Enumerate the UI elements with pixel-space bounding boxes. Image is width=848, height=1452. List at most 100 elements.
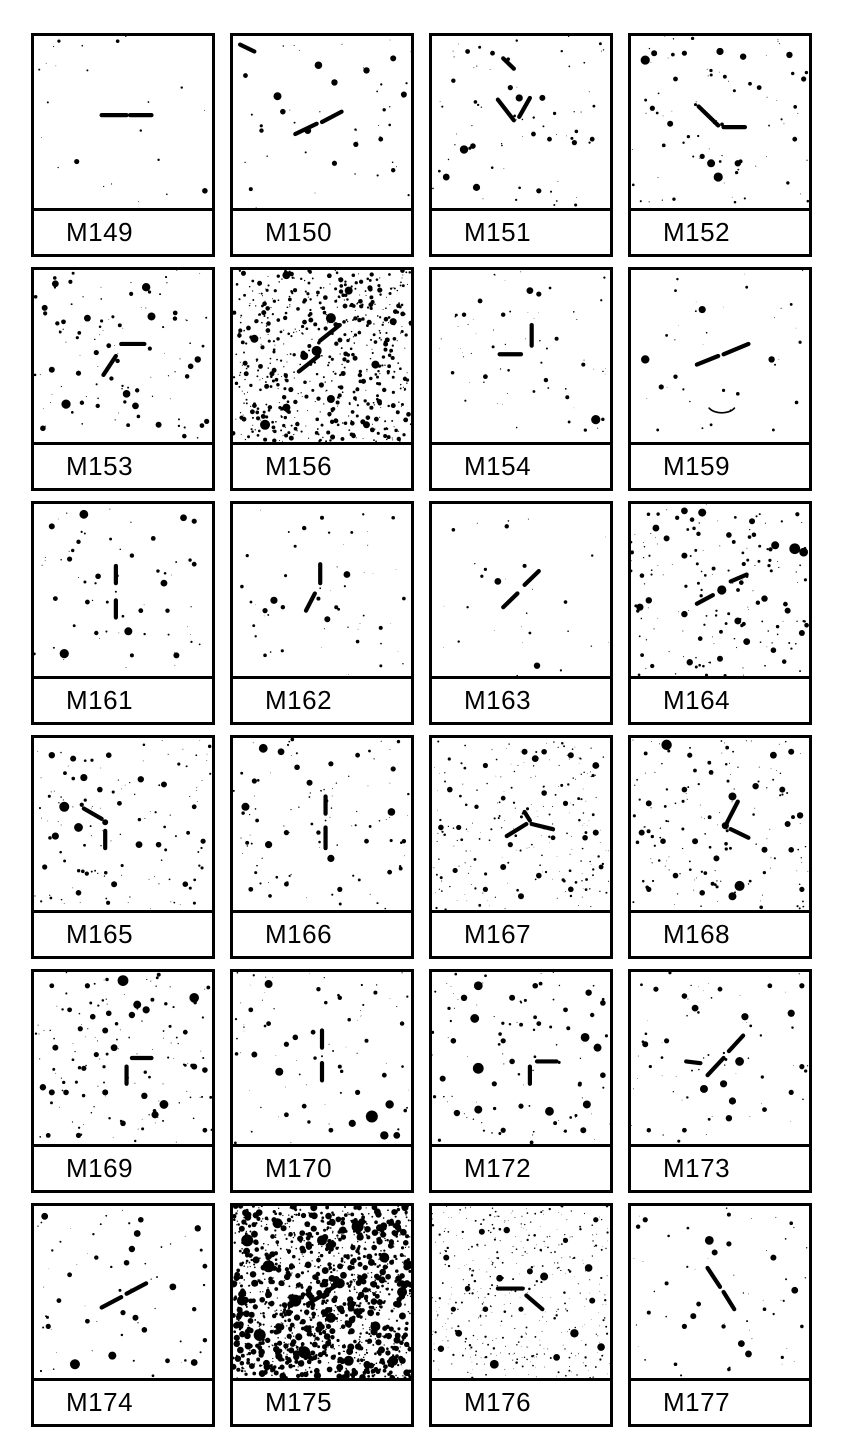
star-field: [432, 738, 610, 910]
star-field-canvas: [631, 270, 809, 442]
panel-label-box: M177: [631, 1378, 809, 1424]
panel-M159: M159: [628, 267, 812, 491]
panel-M161: M161: [31, 501, 215, 725]
panel-M156: M156: [230, 267, 414, 491]
panel-label: M159: [663, 451, 731, 481]
panel-label: M167: [464, 919, 532, 949]
panel-label-box: M172: [432, 1144, 610, 1190]
panel-label-box: M166: [233, 910, 411, 956]
star-field-canvas: [631, 972, 809, 1144]
star-field-canvas: [631, 1206, 809, 1378]
star-field-canvas: [233, 36, 411, 208]
panel-label-box: M170: [233, 1144, 411, 1190]
panel-label: M163: [464, 685, 532, 715]
star-field-canvas: [34, 1206, 212, 1378]
panel-label-box: M150: [233, 208, 411, 254]
panel-label-box: M156: [233, 442, 411, 488]
star-field: [631, 1206, 809, 1378]
star-field-canvas: [34, 36, 212, 208]
panel-label-box: M174: [34, 1378, 212, 1424]
panel-M173: M173: [628, 969, 812, 1193]
star-field: [34, 738, 212, 910]
star-field: [233, 504, 411, 676]
panel-M151: M151: [429, 33, 613, 257]
panel-label-box: M151: [432, 208, 610, 254]
panel-M167: M167: [429, 735, 613, 959]
star-field-canvas: [233, 972, 411, 1144]
star-field-canvas: [631, 504, 809, 676]
panel-label: M168: [663, 919, 731, 949]
star-field: [233, 1206, 411, 1378]
star-field: [233, 270, 411, 442]
panel-label-box: M169: [34, 1144, 212, 1190]
star-field-canvas: [34, 504, 212, 676]
panel-label-box: M165: [34, 910, 212, 956]
star-field-canvas: [34, 738, 212, 910]
panel-M152: M152: [628, 33, 812, 257]
panel-M149: M149: [31, 33, 215, 257]
panel-M172: M172: [429, 969, 613, 1193]
star-field-canvas: [233, 1206, 411, 1378]
panel-label: M154: [464, 451, 532, 481]
star-field-canvas: [631, 36, 809, 208]
panel-label-box: M167: [432, 910, 610, 956]
star-field-canvas: [233, 504, 411, 676]
panel-label-box: M168: [631, 910, 809, 956]
panel-M153: M153: [31, 267, 215, 491]
panel-label-box: M159: [631, 442, 809, 488]
panel-M162: M162: [230, 501, 414, 725]
star-field-canvas: [432, 504, 610, 676]
panel-M163: M163: [429, 501, 613, 725]
star-field: [34, 270, 212, 442]
star-field: [34, 972, 212, 1144]
panel-label-box: M153: [34, 442, 212, 488]
panel-label: M176: [464, 1387, 532, 1417]
star-field-canvas: [233, 738, 411, 910]
star-field: [631, 504, 809, 676]
star-field-canvas: [432, 1206, 610, 1378]
star-field: [432, 270, 610, 442]
panel-label: M156: [265, 451, 333, 481]
star-field-canvas: [432, 972, 610, 1144]
star-field-canvas: [432, 738, 610, 910]
panel-label-box: M173: [631, 1144, 809, 1190]
panel-label: M153: [66, 451, 134, 481]
star-field-canvas: [631, 738, 809, 910]
panel-M169: M169: [31, 969, 215, 1193]
star-field: [432, 1206, 610, 1378]
panel-label: M169: [66, 1153, 134, 1183]
star-field-canvas: [432, 36, 610, 208]
panel-label: M150: [265, 217, 333, 247]
star-field: [432, 972, 610, 1144]
panel-label: M172: [464, 1153, 532, 1183]
star-field: [631, 270, 809, 442]
star-field: [233, 36, 411, 208]
panel-label: M174: [66, 1387, 134, 1417]
panel-M164: M164: [628, 501, 812, 725]
panel-M176: M176: [429, 1203, 613, 1427]
star-field: [631, 738, 809, 910]
star-field: [432, 36, 610, 208]
panel-label-box: M162: [233, 676, 411, 722]
panel-label: M149: [66, 217, 134, 247]
star-field: [34, 1206, 212, 1378]
panel-label: M162: [265, 685, 333, 715]
star-field: [233, 972, 411, 1144]
panel-M170: M170: [230, 969, 414, 1193]
panel-label-box: M176: [432, 1378, 610, 1424]
panel-label: M164: [663, 685, 731, 715]
panel-label-box: M164: [631, 676, 809, 722]
panel-label-box: M149: [34, 208, 212, 254]
panel-label: M177: [663, 1387, 731, 1417]
star-field: [432, 504, 610, 676]
panel-label: M161: [66, 685, 134, 715]
figure-grid: M149 M150 M151 M152 M153: [31, 33, 812, 1427]
panel-M154: M154: [429, 267, 613, 491]
panel-label-box: M163: [432, 676, 610, 722]
panel-label: M170: [265, 1153, 333, 1183]
star-field: [34, 36, 212, 208]
panel-label-box: M154: [432, 442, 610, 488]
star-field-canvas: [34, 972, 212, 1144]
star-field: [34, 504, 212, 676]
